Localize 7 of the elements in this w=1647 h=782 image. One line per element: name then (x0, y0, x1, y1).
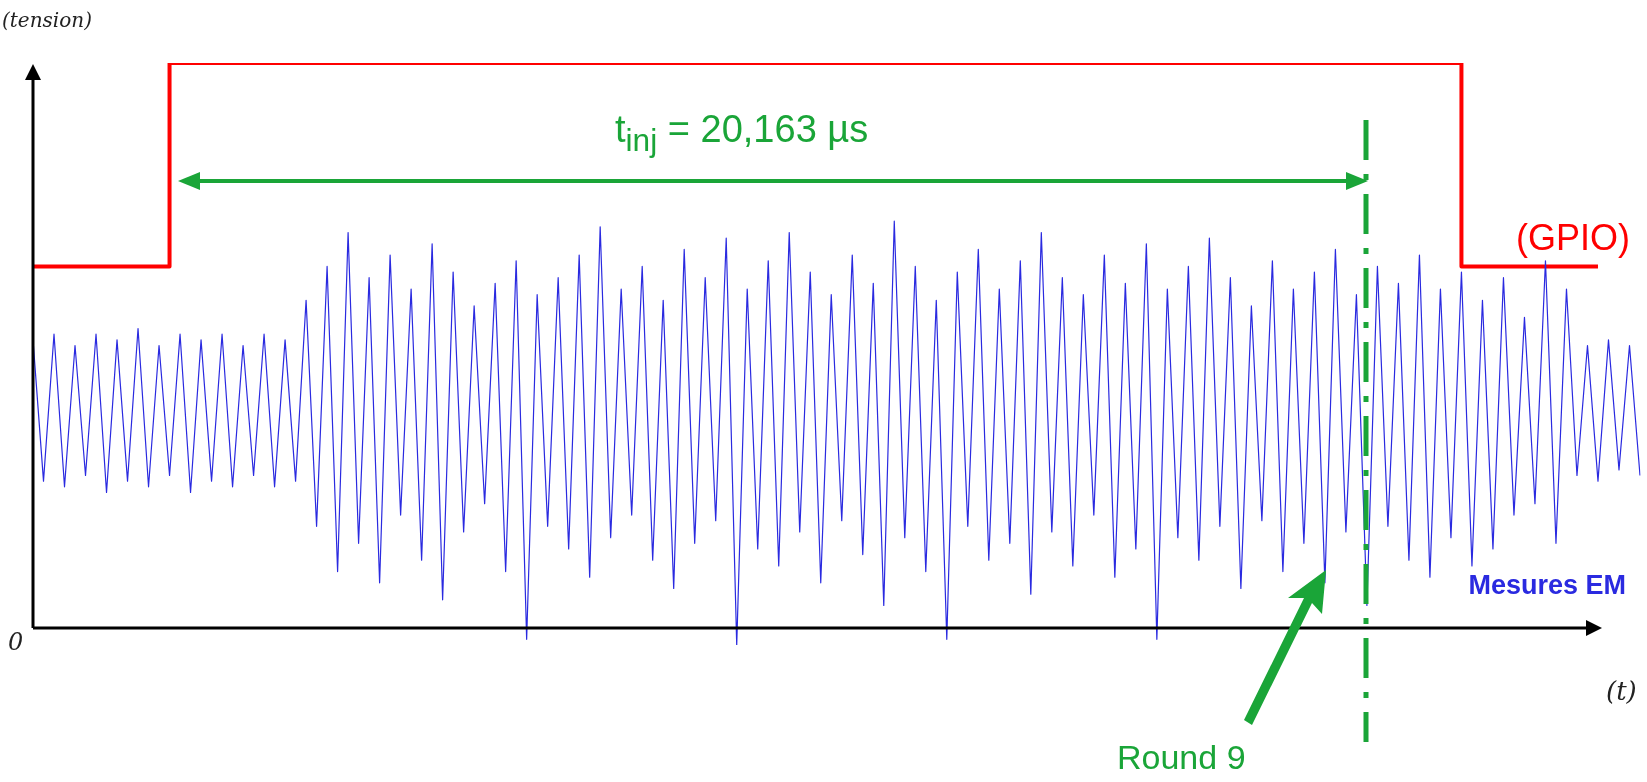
y-axis-title: (tension) (2, 8, 92, 32)
annotation: t$_{inj}$ = 20,163 µs (615, 108, 869, 159)
text: 0 (8, 628, 24, 656)
series-label: (GPIO) (1516, 217, 1630, 259)
text: Round 9 (1117, 738, 1246, 777)
x-axis-title: (t) (1606, 676, 1637, 706)
series-label: Mesures EM (1468, 570, 1626, 600)
